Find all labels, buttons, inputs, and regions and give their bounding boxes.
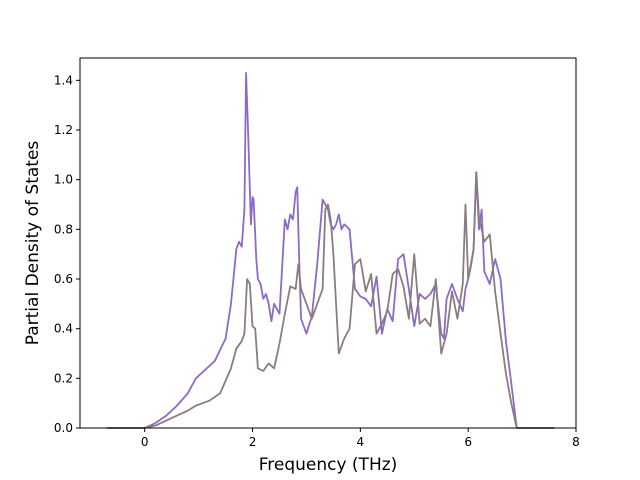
x-tick-label: 2	[249, 435, 257, 449]
plot-frame	[79, 57, 577, 429]
y-tick-label: 1.4	[54, 73, 73, 87]
x-axis-title: Frequency (THz)	[259, 455, 398, 475]
y-tick-label: 1.2	[54, 123, 73, 137]
y-tick-label: 1.0	[54, 173, 73, 187]
series-line-2	[106, 171, 555, 429]
y-tick-label: 0.4	[54, 322, 73, 336]
y-tick-label: 0.0	[54, 421, 73, 435]
x-tick-label: 4	[357, 435, 365, 449]
plot-area	[80, 58, 576, 428]
series-layer	[106, 72, 555, 429]
x-axis-ticks: 0 2 4 6 8	[141, 428, 580, 449]
y-tick-label: 0.2	[54, 371, 73, 385]
x-tick-label: 0	[141, 435, 149, 449]
y-tick-label: 0.8	[54, 222, 73, 236]
y-axis-title: Partial Density of States	[23, 141, 43, 346]
y-tick-label: 0.6	[54, 272, 73, 286]
x-tick-label: 6	[464, 435, 472, 449]
x-tick-label: 8	[572, 435, 580, 449]
y-axis-ticks: 0.0 0.2 0.4 0.6 0.8 1.0 1.2 1.4	[54, 73, 80, 435]
